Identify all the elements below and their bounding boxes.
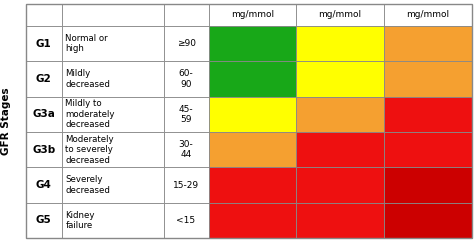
Bar [209,167,296,203]
Bar [384,167,472,203]
Bar [384,203,472,238]
Bar [62,167,164,203]
Bar [62,97,164,132]
Bar [296,26,384,62]
Bar [296,132,384,167]
Bar [164,203,209,238]
Bar [209,4,296,26]
Bar [296,97,384,132]
Text: Mildly
decreased: Mildly decreased [65,69,110,89]
Bar [26,26,62,62]
Bar [384,62,472,97]
Bar [209,62,296,97]
Bar [384,26,472,62]
Bar [26,203,62,238]
Bar [164,97,209,132]
Text: G1: G1 [36,39,52,49]
Bar [164,26,209,62]
Bar [164,4,209,26]
Bar [209,97,296,132]
Bar [384,132,472,167]
Bar [164,62,209,97]
Bar [209,132,296,167]
Bar [164,132,209,167]
Text: Kidney
failure: Kidney failure [65,211,95,230]
Bar [209,26,296,62]
Bar [296,203,384,238]
Bar [296,62,384,97]
Text: G3a: G3a [32,109,55,119]
Text: G4: G4 [36,180,52,190]
Bar [62,62,164,97]
Bar [62,132,164,167]
Bar [62,203,164,238]
Bar [26,167,62,203]
Text: Moderately
to severely
decreased: Moderately to severely decreased [65,135,114,165]
Text: 15-29: 15-29 [173,181,199,189]
Bar [164,167,209,203]
Bar [384,4,472,26]
Text: mg/mmol: mg/mmol [319,10,362,19]
Bar [62,26,164,62]
Text: G5: G5 [36,216,52,225]
Text: Severely
decreased: Severely decreased [65,175,110,195]
Text: mg/mmol: mg/mmol [231,10,274,19]
Text: ≥90: ≥90 [176,39,196,48]
Bar [26,97,62,132]
Text: Mildly to
moderately
decreased: Mildly to moderately decreased [65,99,115,129]
Text: G2: G2 [36,74,52,84]
Text: mg/mmol: mg/mmol [406,10,449,19]
Text: 60-
90: 60- 90 [179,69,193,89]
Bar [26,132,62,167]
Text: GFR Stages: GFR Stages [0,87,11,155]
Bar [296,167,384,203]
Text: Normal or
high: Normal or high [65,34,108,53]
Bar [296,4,384,26]
Text: 45-
59: 45- 59 [179,105,193,124]
Text: G3b: G3b [32,145,55,155]
Text: 30-
44: 30- 44 [179,140,193,159]
Text: <15: <15 [176,216,196,225]
Bar [384,97,472,132]
Bar [26,4,62,26]
Bar [209,203,296,238]
Bar [62,4,164,26]
Bar [26,62,62,97]
